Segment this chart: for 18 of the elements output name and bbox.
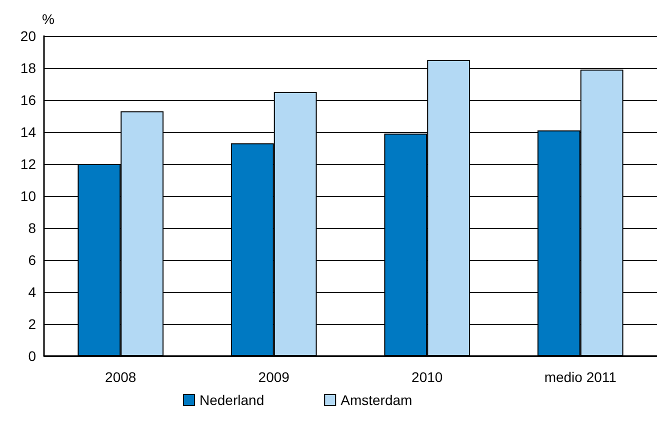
legend-label: Amsterdam: [340, 392, 412, 408]
y-axis-title: %: [42, 11, 54, 27]
y-tick-label: 4: [28, 284, 36, 300]
y-tick-label: 0: [28, 348, 36, 364]
x-tick-label: 2010: [412, 369, 443, 385]
legend-label: Nederland: [200, 392, 264, 408]
y-tick-label: 20: [20, 28, 36, 44]
y-tick-label: 10: [20, 188, 36, 204]
x-tick-label: 2009: [258, 369, 290, 385]
y-tick-label: 14: [20, 124, 36, 140]
x-tick-label: 2008: [105, 369, 136, 385]
x-tick-label: medio 2011: [544, 369, 617, 385]
y-tick-label: 8: [28, 220, 36, 236]
y-tick-label: 12: [20, 156, 36, 172]
y-tick-label: 2: [28, 316, 36, 332]
y-tick-label: 16: [20, 92, 36, 108]
y-tick-label: 6: [28, 252, 36, 268]
y-tick-label: 18: [20, 60, 36, 76]
